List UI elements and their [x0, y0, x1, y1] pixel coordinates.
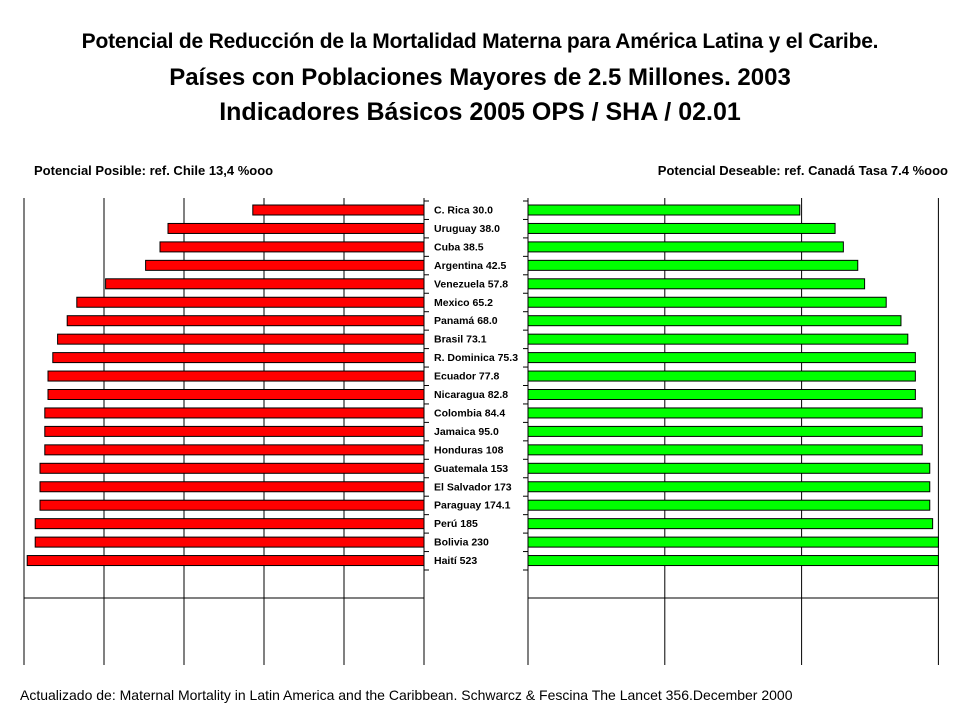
right-bar [527, 296, 887, 308]
right-bar [527, 462, 931, 474]
left-bar [26, 555, 425, 567]
right-bar [527, 481, 931, 493]
left-bar [44, 425, 425, 437]
left-bar [39, 462, 425, 474]
category-label: Argentina 42.5 [434, 260, 507, 272]
right-bar [527, 425, 923, 437]
right-bar [527, 352, 916, 364]
source-footer: Actualizado de: Maternal Mortality in La… [20, 687, 793, 703]
category-label: Guatemala 153 [434, 463, 508, 475]
left-bar [39, 481, 425, 493]
left-bar [34, 518, 425, 530]
left-bar [44, 444, 425, 456]
category-label: Perú 185 [434, 518, 478, 530]
left-bar [145, 259, 425, 271]
left-panel-subtitle: Potencial Posible: ref. Chile 13,4 %ooo [34, 163, 274, 178]
left-bar [57, 333, 425, 345]
category-label: Nicaragua 82.8 [434, 389, 508, 401]
right-bar [527, 278, 866, 290]
category-label: El Salvador 173 [434, 481, 512, 493]
category-label: Cuba 38.5 [434, 241, 484, 253]
right-bar [527, 222, 836, 234]
right-bar [527, 555, 939, 567]
left-bar [105, 278, 425, 290]
left-bar [252, 204, 425, 216]
right-bar [527, 499, 931, 511]
right-bar [527, 204, 801, 216]
left-bar [44, 407, 425, 419]
right-bar [527, 370, 916, 382]
title-line-3: Indicadores Básicos 2005 OPS / SHA / 02.… [219, 98, 741, 126]
right-panel-subtitle: Potencial Deseable: ref. Canadá Tasa 7.4… [657, 163, 948, 178]
category-label: Haití 523 [434, 555, 477, 567]
left-bar [47, 389, 425, 400]
right-bar [527, 389, 916, 400]
category-label: Venezuela 57.8 [434, 278, 508, 290]
category-label: C. Rica 30.0 [434, 205, 493, 217]
category-label: Mexico 65.2 [434, 297, 493, 309]
left-bar [34, 536, 425, 548]
right-bar [527, 241, 844, 253]
left-bar [39, 499, 425, 511]
left-bar [52, 352, 425, 364]
category-label: R. Dominica 75.3 [434, 352, 518, 364]
category-label: Brasil 73.1 [434, 334, 487, 346]
right-bar [527, 407, 923, 419]
left-bar [76, 296, 425, 308]
category-label: Bolivia 230 [434, 537, 489, 549]
category-label: Ecuador 77.8 [434, 371, 500, 383]
category-label: Colombia 84.4 [434, 407, 505, 419]
left-bar [66, 315, 425, 327]
left-bar [167, 222, 425, 234]
category-label: Panamá 68.0 [434, 315, 498, 327]
right-bar [527, 518, 934, 530]
left-bar [47, 370, 425, 382]
title-line-1: Potencial de Reducción de la Mortalidad … [81, 30, 879, 53]
right-bar [527, 259, 859, 271]
category-label: Honduras 108 [434, 444, 504, 456]
category-label: Paraguay 174.1 [434, 500, 511, 512]
category-label: Jamaica 95.0 [434, 426, 499, 438]
right-bar [527, 444, 923, 456]
left-bar [159, 241, 425, 253]
title-line-2: Países con Poblaciones Mayores de 2.5 Mi… [169, 64, 791, 91]
category-label: Uruguay 38.0 [434, 223, 500, 235]
right-bar [527, 315, 902, 327]
right-bar [527, 536, 939, 548]
right-bar [527, 333, 909, 345]
